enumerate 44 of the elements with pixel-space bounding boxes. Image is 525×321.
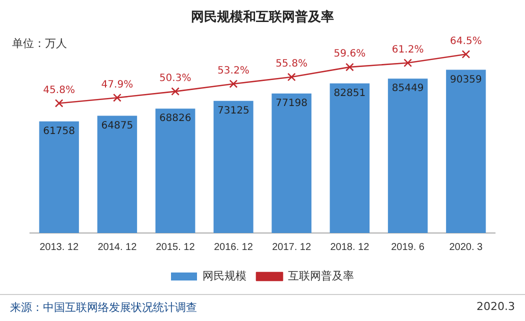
bar bbox=[446, 70, 486, 233]
data-label: 90359 bbox=[450, 74, 482, 86]
data-label: 47.9% bbox=[101, 79, 134, 90]
data-label: 61758 bbox=[43, 126, 75, 138]
x-tick-label: 2018. 12 bbox=[330, 242, 370, 253]
point bbox=[113, 94, 122, 102]
data-label: 82851 bbox=[334, 88, 366, 99]
bar bbox=[388, 78, 428, 233]
x-tick-label: 2015. 12 bbox=[156, 242, 196, 253]
bar bbox=[214, 100, 254, 233]
text: 单位：万人 bbox=[12, 36, 67, 51]
data-label: 45.8% bbox=[43, 84, 75, 96]
chart-title: 网民规模和互联网普及率 bbox=[190, 8, 335, 26]
point bbox=[287, 72, 296, 82]
data-label: 77198 bbox=[276, 98, 308, 110]
data-label: 68826 bbox=[159, 113, 192, 124]
data-label: 61.2% bbox=[392, 44, 424, 56]
x-tick-label: 2016. 12 bbox=[214, 242, 254, 253]
point bbox=[229, 80, 238, 88]
text: 2020.3 bbox=[476, 300, 515, 313]
x-tick-label: 2013. 12 bbox=[40, 242, 79, 253]
data-label: 85449 bbox=[392, 83, 424, 94]
data-label: 59.6% bbox=[334, 48, 366, 60]
data-label: 50.3% bbox=[159, 73, 192, 84]
point bbox=[171, 87, 180, 96]
point bbox=[346, 62, 354, 72]
legend-label: 网民规模 bbox=[202, 270, 246, 283]
bar bbox=[39, 121, 79, 233]
x-tick-label: 2019. 6 bbox=[391, 242, 425, 253]
data-label: 55.8% bbox=[276, 58, 308, 70]
source-note: 来源：中国互联网络发展状况统计调查 bbox=[10, 300, 197, 315]
x-tick-label: 2017. 12 bbox=[272, 242, 312, 253]
bar bbox=[97, 116, 138, 233]
data-label: 64.5% bbox=[450, 36, 482, 47]
data-label: 73125 bbox=[218, 105, 250, 116]
bar bbox=[155, 108, 196, 233]
x-tick-label: 2014. 12 bbox=[98, 242, 138, 253]
bar bbox=[272, 94, 312, 233]
x-tick-label: 2020. 3 bbox=[449, 242, 484, 253]
legend-label: 互联网普及率 bbox=[288, 270, 354, 283]
data-label: 64875 bbox=[101, 120, 134, 132]
data-label: 53.2% bbox=[218, 65, 250, 76]
point bbox=[54, 99, 64, 108]
bar bbox=[330, 83, 370, 233]
